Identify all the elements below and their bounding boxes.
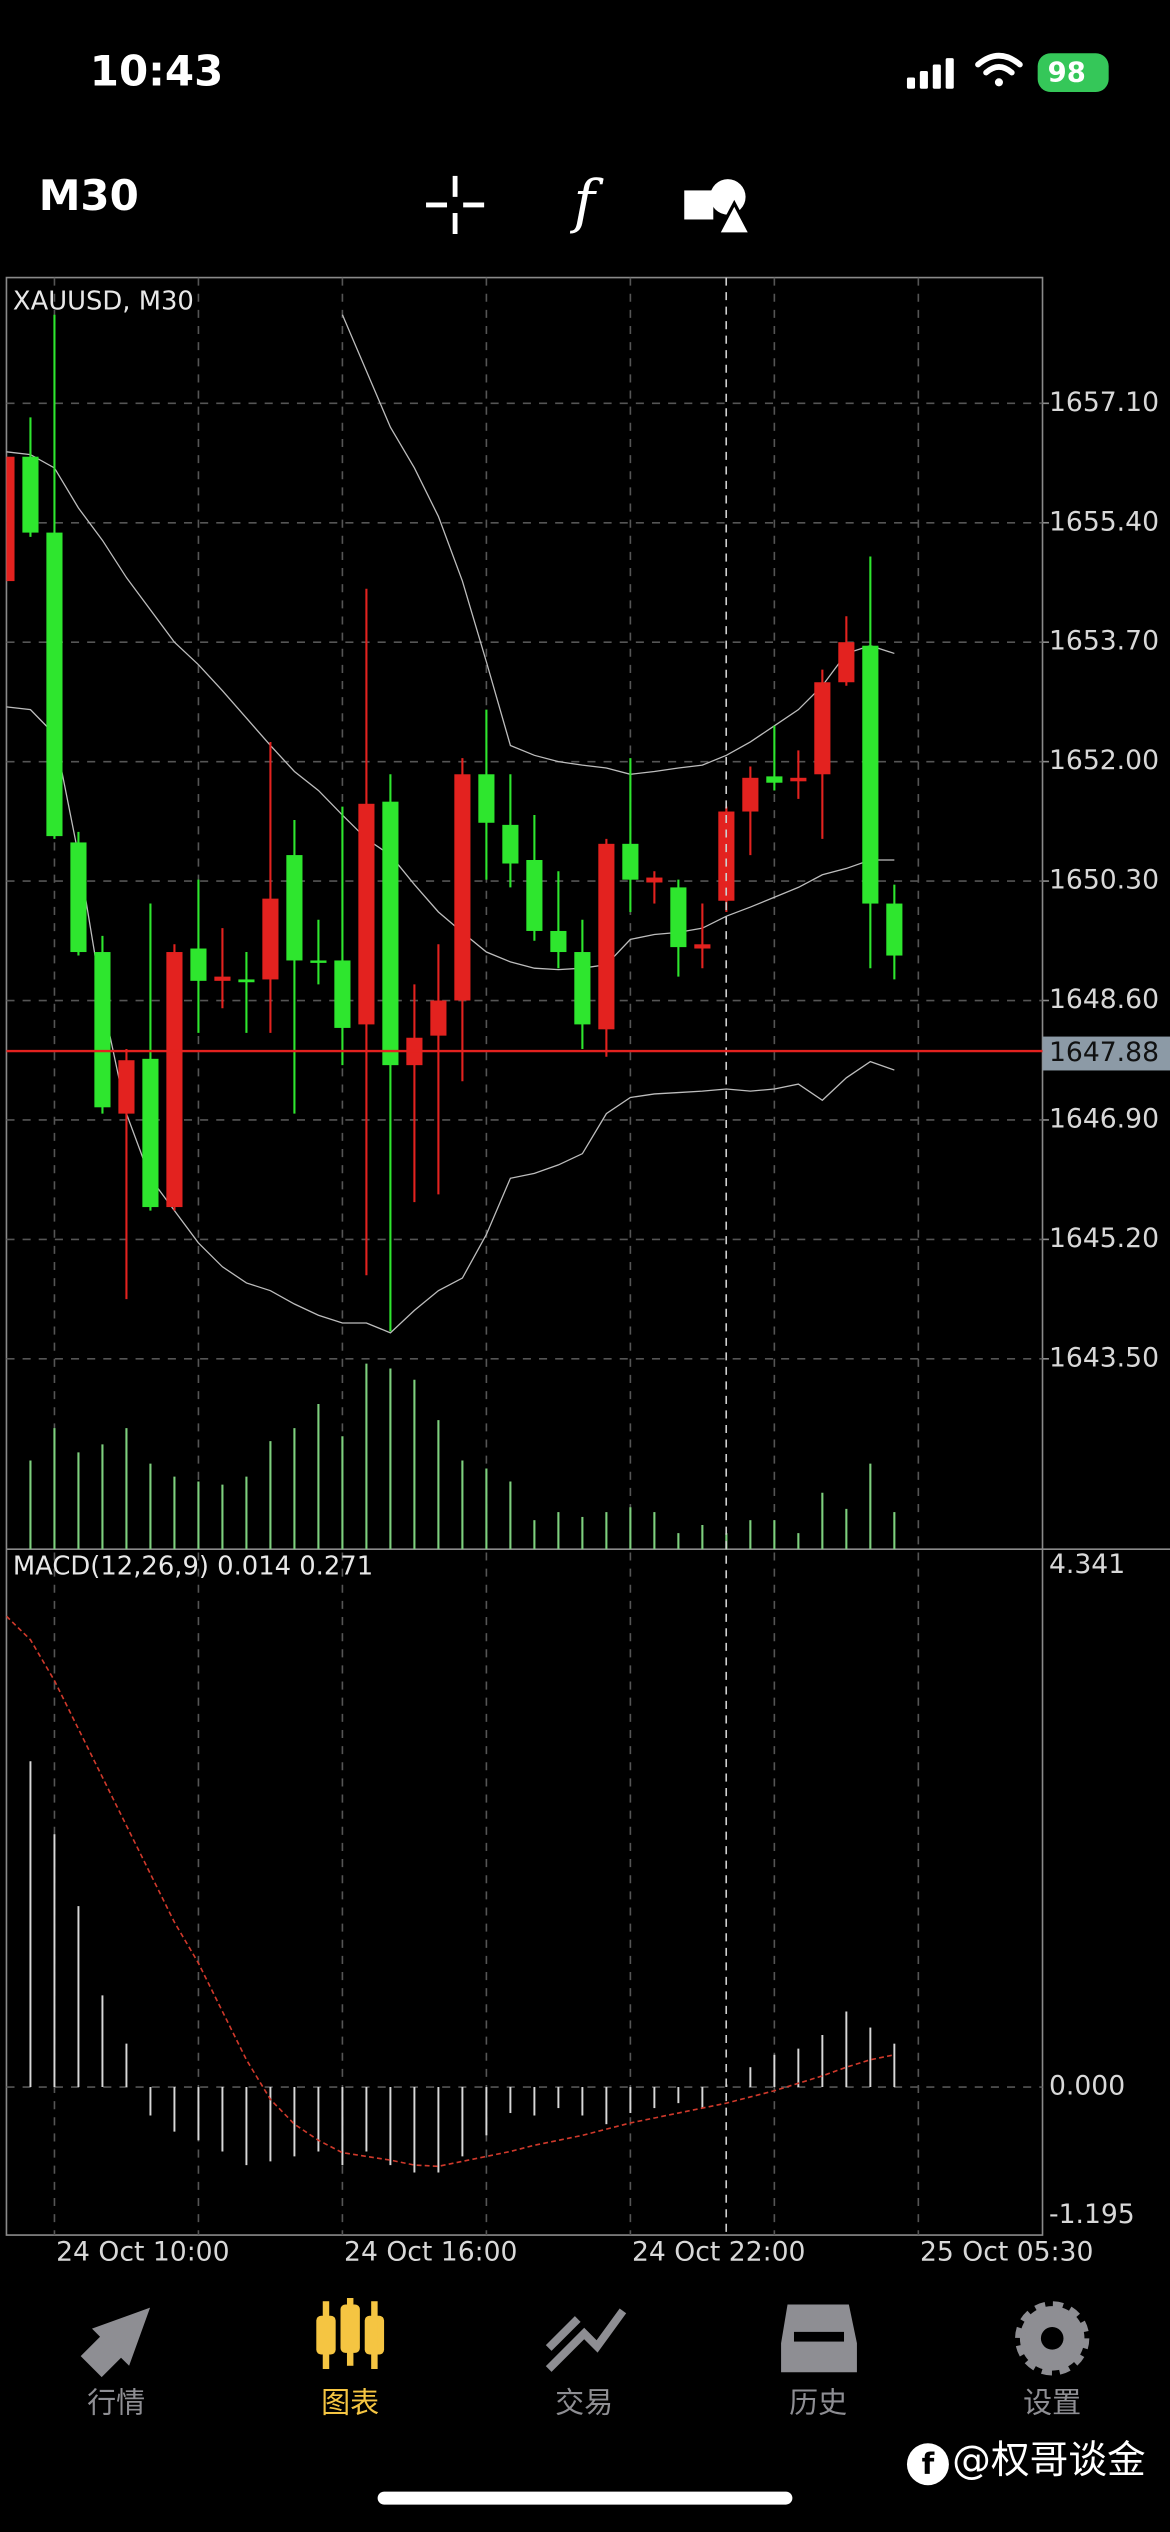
- tab-bar: 行情 图表 交易 历史 设置: [80, 2298, 1090, 2420]
- y-tick-label: 1645.20: [1049, 1223, 1159, 1254]
- candle-body: [766, 776, 783, 783]
- y-tick-label: 1655.40: [1049, 506, 1159, 537]
- candle-body: [574, 952, 591, 1025]
- home-indicator: [377, 2491, 793, 2505]
- macd-tick-label: 0.000: [1049, 2071, 1125, 2102]
- chart-title: XAUUSD, M30: [13, 286, 194, 316]
- candle-body: [694, 944, 711, 949]
- band-upper: [341, 314, 895, 775]
- last-price-label: 1647.88: [1049, 1037, 1159, 1068]
- y-tick-label: 1653.70: [1049, 626, 1159, 657]
- candle-body: [190, 948, 207, 981]
- candle-body: [166, 952, 183, 1208]
- x-tick-label: 24 Oct 22:00: [632, 2236, 805, 2267]
- battery-level: 98: [1048, 58, 1086, 89]
- objects-tool[interactable]: [684, 179, 754, 236]
- candle-body: [886, 903, 903, 956]
- svg-text:f: f: [922, 2447, 935, 2481]
- tab-icon: [1015, 2301, 1090, 2376]
- x-tick-label: 24 Oct 10:00: [56, 2236, 229, 2267]
- chart-frame: [5, 276, 1044, 2236]
- signal-icon: [906, 58, 954, 89]
- y-tick-label: 1646.90: [1049, 1103, 1159, 1134]
- candle-body: [358, 803, 375, 1025]
- tab-label[interactable]: 设置: [1023, 2386, 1081, 2420]
- timeframe-button[interactable]: M30: [39, 171, 139, 220]
- status-time: 10:43: [90, 47, 224, 96]
- candle-body: [742, 777, 759, 812]
- watermark: @权哥谈金: [952, 2438, 1146, 2483]
- y-tick-label: 1652.00: [1049, 745, 1159, 776]
- y-tick-label: 1657.10: [1049, 387, 1159, 418]
- candle-body: [118, 1060, 135, 1114]
- tab-label[interactable]: 行情: [87, 2386, 145, 2420]
- candle-body: [142, 1058, 159, 1208]
- tab-icon: [80, 2307, 151, 2378]
- candle-body: [70, 842, 87, 953]
- candle-body: [478, 774, 495, 823]
- candle-body: [814, 682, 831, 775]
- price-pane: [6, 314, 903, 1550]
- x-tick-label: 24 Oct 16:00: [344, 2236, 517, 2267]
- y-tick-label: 1648.60: [1049, 984, 1159, 1015]
- candle-body: [6, 456, 15, 582]
- candle-body: [526, 859, 543, 931]
- band-middle: [6, 451, 895, 971]
- candle-body: [214, 976, 231, 981]
- candle-body: [838, 642, 855, 683]
- tab-label[interactable]: 交易: [555, 2386, 613, 2420]
- candle-body: [262, 898, 279, 980]
- macd-pane: [6, 1615, 896, 2173]
- x-tick-label: 25 Oct 05:30: [920, 2236, 1093, 2267]
- candle-body: [94, 952, 111, 1108]
- battery-icon: [1037, 53, 1109, 92]
- candle-body: [670, 887, 687, 948]
- candle-body: [598, 843, 615, 1030]
- y-tick-label: 1650.30: [1049, 865, 1159, 896]
- candle-body: [430, 1000, 447, 1036]
- candle-body: [862, 645, 879, 904]
- candle-body: [310, 960, 327, 963]
- wifi-icon: [975, 52, 1023, 87]
- candle-body: [646, 877, 663, 883]
- candle-body: [46, 532, 63, 837]
- candle-body: [334, 960, 351, 1028]
- candle-body: [550, 930, 567, 953]
- tab-label[interactable]: 图表: [321, 2386, 379, 2420]
- axes: 24 Oct 10:00 24 Oct 16:00 24 Oct 22:00 25 O…: [6, 387, 1170, 2267]
- candle-body: [454, 774, 471, 1001]
- tab-icon: [781, 2304, 857, 2373]
- last-price-box: [1042, 1036, 1170, 1071]
- crosshair-tool[interactable]: [426, 175, 485, 234]
- candle-body: [22, 456, 39, 533]
- candle-body: [238, 979, 255, 983]
- tab-label[interactable]: 历史: [789, 2386, 847, 2420]
- y-tick-label: 1643.50: [1049, 1342, 1159, 1373]
- macd-tick-label: -1.195: [1049, 2199, 1135, 2230]
- macd-tick-label: 4.341: [1049, 1549, 1125, 1580]
- watermark-logo: f: [906, 2443, 949, 2486]
- candle-body: [382, 801, 399, 1066]
- candle-body: [718, 811, 735, 901]
- macd-title: MACD(12,26,9) 0.014 0.271: [13, 1551, 373, 1581]
- candle-body: [790, 777, 807, 782]
- tab-icon: [545, 2308, 627, 2372]
- candle-body: [622, 843, 639, 880]
- macd-signal: [6, 1615, 895, 2168]
- candle-body: [286, 855, 303, 961]
- candle-body: [502, 824, 519, 864]
- tab-icon: [316, 2298, 385, 2370]
